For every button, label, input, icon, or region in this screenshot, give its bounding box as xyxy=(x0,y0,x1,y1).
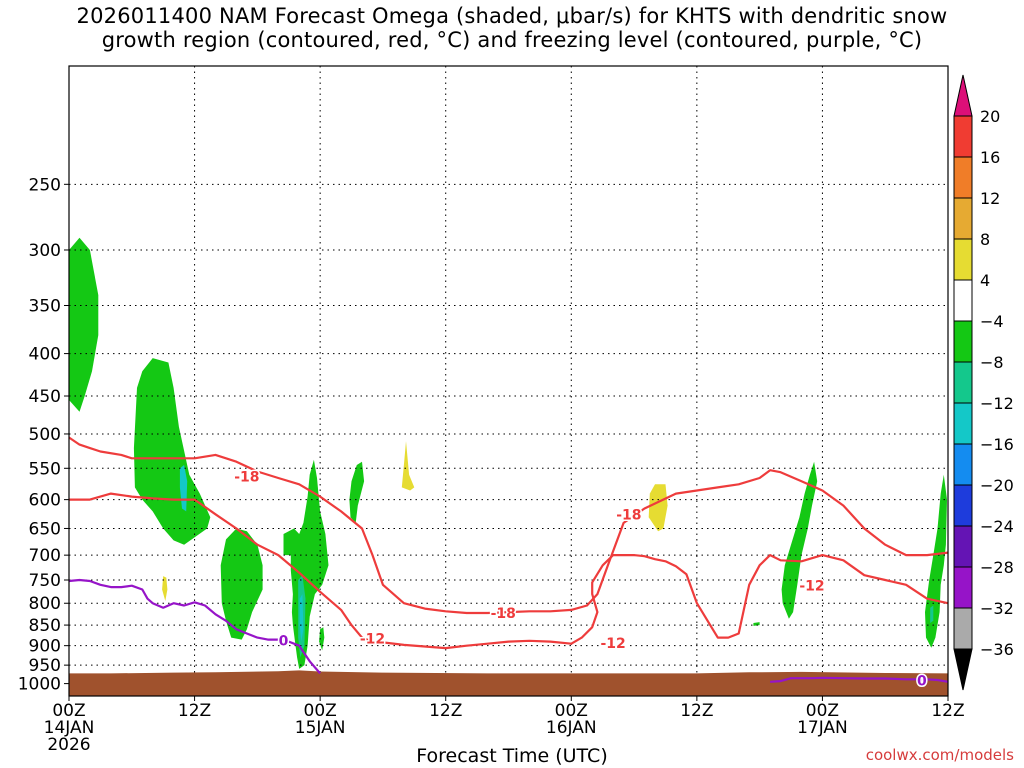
x-tick-label-60-0: 12Z xyxy=(680,701,713,721)
omega-shade-7 xyxy=(299,594,304,642)
colorbar-label-1: 16 xyxy=(980,148,1000,167)
omega-shade-4 xyxy=(220,528,263,640)
chart-title-line-2: growth region (contoured, red, °C) and f… xyxy=(101,28,923,52)
contour-label-0: -18 xyxy=(234,470,259,486)
x-tick-label-0-0: 00Z xyxy=(52,701,85,721)
x-tick-label-0-1: 14JAN xyxy=(44,718,95,738)
freezing-level-segment-1 xyxy=(68,578,321,675)
x-tick-label-12-0: 12Z xyxy=(178,701,211,721)
contour-label-5: -12 xyxy=(799,579,824,595)
colorbar-swatch-4 xyxy=(953,238,973,281)
contour-labels: -18 -18 -18 -12 -12 -12 0 0 xyxy=(233,468,929,691)
omega-shade-0 xyxy=(69,237,99,412)
freezing-level-segment-2 xyxy=(770,676,949,683)
contour-label-4: -12 xyxy=(600,636,625,652)
omega-shade-12 xyxy=(753,622,760,626)
y-tick-label-950: 950 xyxy=(29,656,61,676)
omega-shade-9 xyxy=(349,461,365,523)
x-tick-label-0-2: 2026 xyxy=(47,735,90,755)
y-tick-label-550: 550 xyxy=(29,459,61,479)
y-tick-label-500: 500 xyxy=(29,425,61,445)
colorbar-label-11: −28 xyxy=(980,558,1014,577)
colorbar-label-9: −20 xyxy=(980,476,1014,495)
contour-label-7: 0 xyxy=(917,674,927,690)
plot-frame xyxy=(68,65,949,697)
colorbar-swatch-10 xyxy=(953,484,973,527)
axes: 2503003504004505005506006507007508008509… xyxy=(18,65,965,755)
colorbar-label-2: 12 xyxy=(980,189,1000,208)
x-tick-label-48-1: 16JAN xyxy=(546,718,597,738)
colorbar-swatch-5 xyxy=(953,279,973,322)
colorbar-swatch-0 xyxy=(953,74,973,117)
colorbar-swatch-12 xyxy=(953,566,973,609)
y-tick-label-300: 300 xyxy=(29,241,61,261)
x-tick-label-48-0: 00Z xyxy=(555,701,588,721)
colorbar-label-12: −32 xyxy=(980,599,1014,618)
colorbar-label-10: −24 xyxy=(980,517,1014,536)
chart-title: 2026011400 NAM Forecast Omega (shaded, μ… xyxy=(0,4,1024,52)
terrain-fill xyxy=(69,670,948,696)
credit-link[interactable]: coolwx.com/models xyxy=(865,746,1014,764)
colorbar: 20 16 12 8 4 −4 −8 −12 −16 −20 −24 −28 −32 −36 xyxy=(953,74,1014,691)
colorbar-swatch-3 xyxy=(953,197,973,240)
omega-shade-14 xyxy=(925,474,947,648)
y-tick-label-600: 600 xyxy=(29,491,61,511)
colorbar-swatch-7 xyxy=(953,361,973,404)
omega-shade-11 xyxy=(648,484,668,532)
x-axis-label: Forecast Time (UTC) xyxy=(416,745,608,767)
colorbar-swatch-1 xyxy=(953,115,973,158)
contour-label-6: 0 xyxy=(279,633,289,649)
contour-layer xyxy=(68,436,949,683)
contour-label-1: -18 xyxy=(491,606,516,622)
omega-shade-15 xyxy=(930,605,934,623)
y-tick-label-1000: 1000 xyxy=(18,675,61,695)
y-tick-label-800: 800 xyxy=(29,594,61,614)
omega-shade-13 xyxy=(781,461,818,619)
colorbar-swatch-11 xyxy=(953,525,973,568)
y-tick-label-850: 850 xyxy=(29,616,61,636)
x-tick-label-24-1: 15JAN xyxy=(295,718,346,738)
y-tick-label-750: 750 xyxy=(29,571,61,591)
x-tick-label-72-0: 00Z xyxy=(806,701,839,721)
colorbar-label-7: −12 xyxy=(980,394,1014,413)
colorbar-swatch-14 xyxy=(953,648,973,691)
colorbar-swatch-8 xyxy=(953,402,973,445)
omega-shade-3 xyxy=(162,576,168,601)
y-tick-label-700: 700 xyxy=(29,546,61,566)
omega-shade-5 xyxy=(283,459,329,669)
omega-shade-10 xyxy=(401,441,415,491)
terrain-layer xyxy=(69,670,948,696)
contour--18-0 xyxy=(68,436,949,615)
y-tick-label-250: 250 xyxy=(29,175,61,195)
colorbar-swatch-6 xyxy=(953,320,973,363)
y-tick-label-900: 900 xyxy=(29,637,61,657)
colorbar-swatch-2 xyxy=(953,156,973,199)
y-tick-label-650: 650 xyxy=(29,519,61,539)
colorbar-label-13: −36 xyxy=(980,640,1014,659)
colorbar-label-3: 8 xyxy=(980,230,990,249)
y-tick-label-400: 400 xyxy=(29,345,61,365)
chart-title-line-1: 2026011400 NAM Forecast Omega (shaded, μ… xyxy=(76,4,948,28)
x-tick-label-36-0: 12Z xyxy=(429,701,462,721)
y-tick-label-450: 450 xyxy=(29,387,61,407)
contour--12-1 xyxy=(69,492,949,650)
x-tick-label-24-0: 00Z xyxy=(304,701,337,721)
x-tick-label-84-0: 12Z xyxy=(931,701,964,721)
colorbar-label-5: −4 xyxy=(980,312,1004,331)
contour-label-2: -18 xyxy=(616,507,641,523)
colorbar-swatch-13 xyxy=(953,607,973,650)
contour-label-3: -12 xyxy=(360,631,385,647)
x-tick-label-72-1: 17JAN xyxy=(797,718,848,738)
colorbar-swatch-9 xyxy=(953,443,973,486)
grid-lines xyxy=(68,66,949,696)
colorbar-label-0: 20 xyxy=(980,107,1000,126)
colorbar-label-4: 4 xyxy=(980,271,990,290)
omega-shade-1 xyxy=(133,358,211,545)
y-tick-label-350: 350 xyxy=(29,297,61,317)
colorbar-label-8: −16 xyxy=(980,435,1014,454)
colorbar-label-6: −8 xyxy=(980,353,1004,372)
